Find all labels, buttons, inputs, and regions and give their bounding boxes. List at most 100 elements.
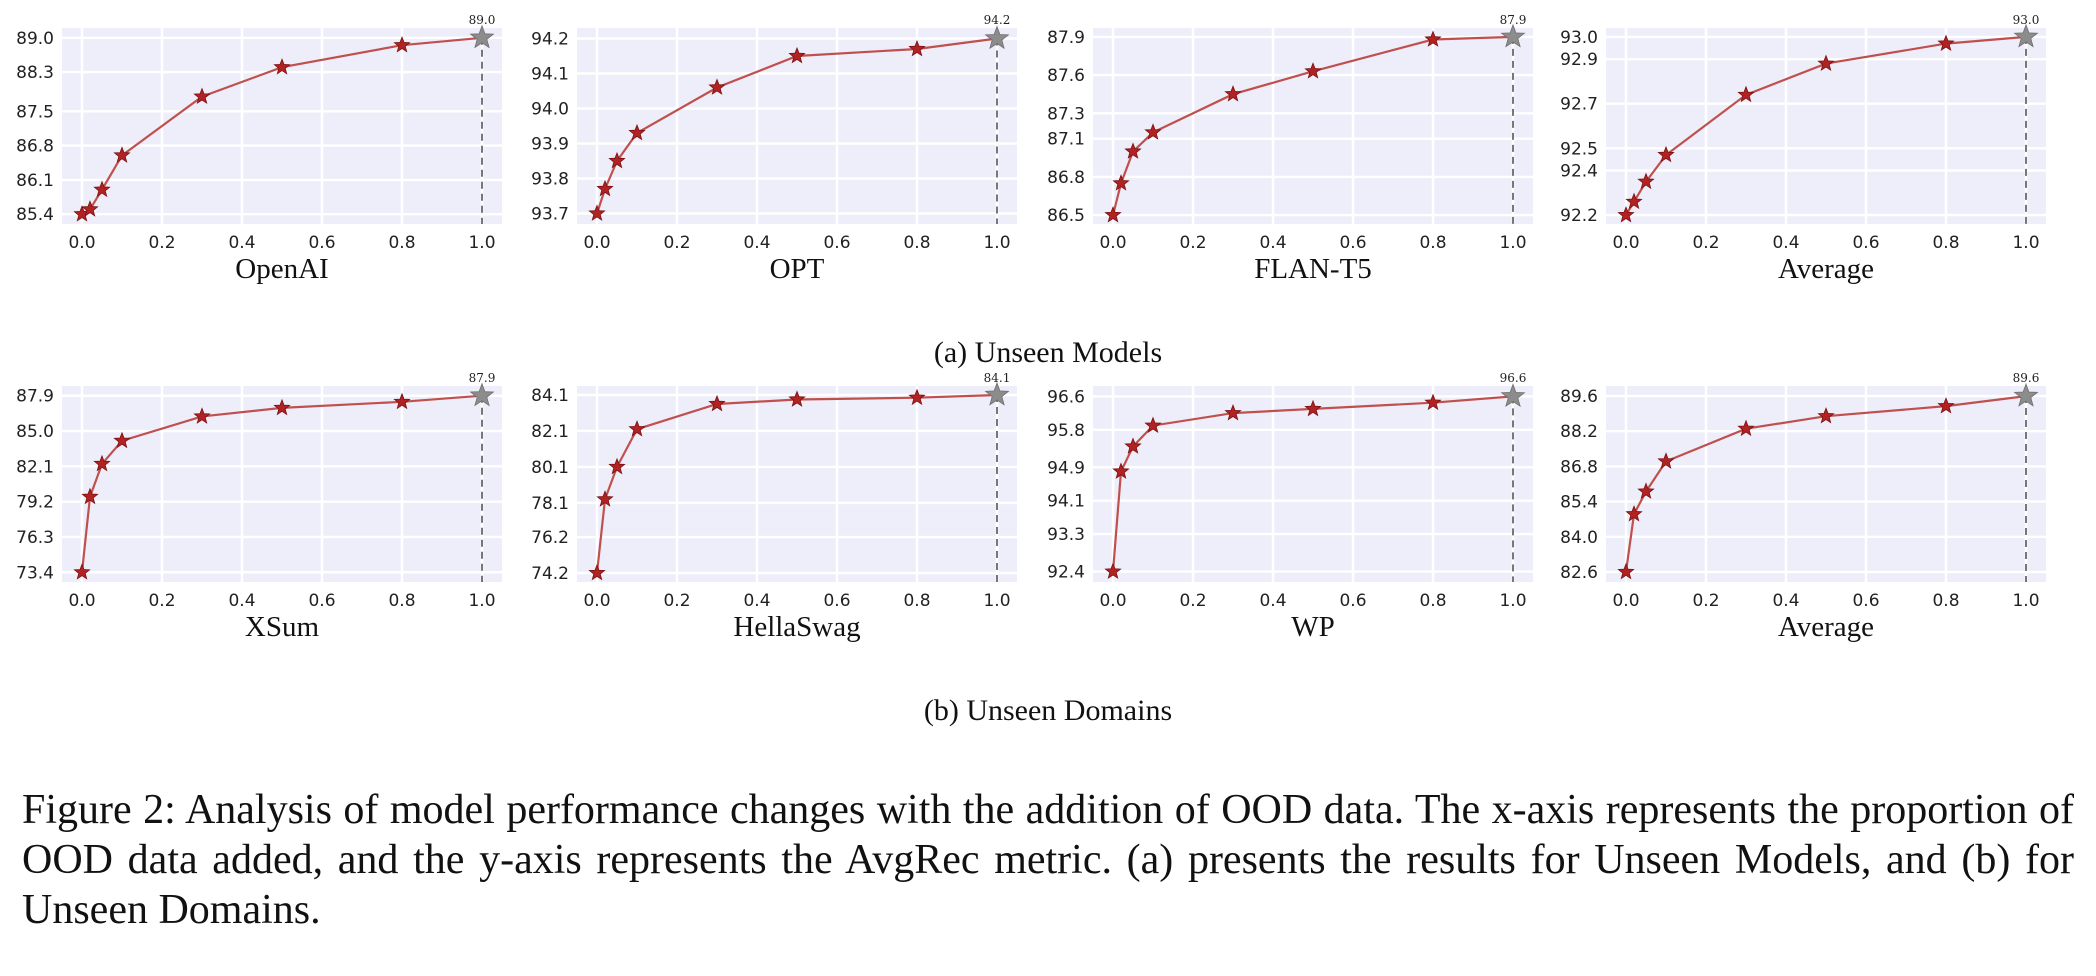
data-point-marker [788,390,806,407]
y-tick-label: 82.1 [531,422,569,442]
data-point-marker [1637,172,1655,190]
x-tick-label: 0.0 [1099,591,1126,611]
data-point-marker [73,563,91,580]
y-tick-label: 93.8 [531,170,569,190]
x-tick-label: 0.6 [1339,591,1366,611]
x-tick-label: 0.8 [903,591,930,611]
x-tick-label: 0.0 [1612,591,1639,611]
y-tick-label: 88.3 [16,63,54,83]
plot-area [62,386,502,582]
series-line [1111,395,1514,572]
data-point-marker [273,398,291,416]
subplot-xsum-5: 73.4 76.3 79.2 82.1 85.0 87.9 0.0 0.2 0.4 0.6 0.8 1… [16,371,502,643]
y-tick-label: 78.1 [531,494,569,514]
y-tick-label: 87.3 [1047,104,1085,124]
final-value-label: 89.6 [2013,371,2040,385]
final-value-label: 94.2 [984,13,1011,27]
data-point-marker [1224,403,1242,421]
x-tick-label: 1.0 [1499,233,1526,253]
data-point-marker [193,407,211,424]
y-tick-label: 84.1 [531,386,569,406]
y-tick-label: 87.9 [16,387,54,407]
data-point-marker [1657,452,1675,469]
data-point-marker [596,490,614,507]
y-tick-label: 89.6 [1560,387,1598,407]
data-point-marker [1104,205,1122,223]
y-tick-label: 82.6 [1560,563,1598,583]
plot-area [1093,386,1533,582]
data-point-marker [1625,505,1643,522]
data-point-marker [608,457,626,475]
subplot-xlabel: Average [1778,611,1874,643]
x-tick-label: 0.0 [68,233,95,253]
final-point-marker [469,382,495,407]
series-line [595,37,998,214]
series-line [1111,35,1514,216]
x-tick-label: 0.4 [743,591,770,611]
data-point-marker [588,563,606,581]
data-point-marker [628,123,646,141]
y-tick-label: 74.2 [531,564,569,584]
data-point-marker [1144,123,1162,140]
x-tick-label: 0.2 [148,591,175,611]
y-tick-label: 92.7 [1560,95,1598,115]
x-tick-label: 0.6 [1852,591,1879,611]
data-point-marker [908,39,926,57]
y-tick-label: 96.6 [1047,387,1085,407]
data-point-marker [1124,437,1142,454]
x-tick-label: 0.2 [663,591,690,611]
subplot-xlabel: OpenAI [235,253,328,285]
subplot-xlabel: XSum [245,611,320,643]
final-value-label: 87.9 [469,371,496,385]
data-point-marker [81,487,99,505]
data-point-marker [1617,562,1635,580]
figure-caption: Figure 2: Analysis of model performance … [22,787,2074,933]
data-point-marker [93,180,111,198]
subplot-opt-2: 93.7 93.8 93.9 94.0 94.1 94.2 0.0 0.2 0.4 0.6 0.8 1… [531,13,1017,285]
data-point-marker [1112,174,1130,191]
final-point-marker [2013,23,2039,48]
final-point-marker [1500,383,1526,408]
x-tick-label: 1.0 [2012,233,2039,253]
group-label: (a) Unseen Models [934,336,1162,369]
final-point-marker [984,381,1010,406]
y-tick-label: 86.8 [1560,457,1598,477]
data-point-marker [93,454,111,472]
group-label: (b) Unseen Domains [924,694,1172,727]
data-point-marker [81,200,99,217]
x-tick-label: 0.4 [1772,591,1799,611]
x-tick-label: 0.8 [1419,233,1446,253]
x-tick-label: 1.0 [983,233,1010,253]
x-tick-label: 0.6 [308,591,335,611]
data-point-marker [393,392,411,410]
y-tick-label: 93.7 [531,205,569,225]
y-tick-label: 85.0 [16,422,54,442]
y-tick-label: 76.2 [531,528,569,548]
y-tick-label: 82.1 [16,457,54,477]
data-point-marker [1617,205,1635,223]
final-value-label: 84.1 [984,371,1011,385]
x-tick-label: 1.0 [1499,591,1526,611]
x-tick-label: 0.6 [823,591,850,611]
x-tick-label: 0.6 [823,233,850,253]
x-tick-label: 0.8 [388,233,415,253]
x-tick-label: 0.2 [1692,591,1719,611]
x-tick-label: 0.6 [308,233,335,253]
y-tick-label: 88.2 [1560,422,1598,442]
x-tick-label: 0.0 [1612,233,1639,253]
x-tick-label: 0.4 [1772,233,1799,253]
final-value-label: 89.0 [469,13,496,27]
x-tick-label: 0.4 [228,233,255,253]
subplot-wp-7: 92.4 93.3 94.1 94.9 95.8 96.6 0.0 0.2 0.4 0.6 0.8 1… [1047,371,1533,643]
data-point-marker [708,78,726,95]
y-tick-label: 93.9 [531,135,569,155]
x-tick-label: 0.0 [583,591,610,611]
data-point-marker [1937,34,1955,52]
plot-area [1093,28,1533,224]
x-tick-label: 1.0 [468,233,495,253]
y-tick-label: 87.1 [1047,130,1085,150]
x-tick-label: 0.8 [1932,591,1959,611]
data-point-marker [1625,192,1643,210]
y-tick-label: 86.8 [1047,168,1085,188]
